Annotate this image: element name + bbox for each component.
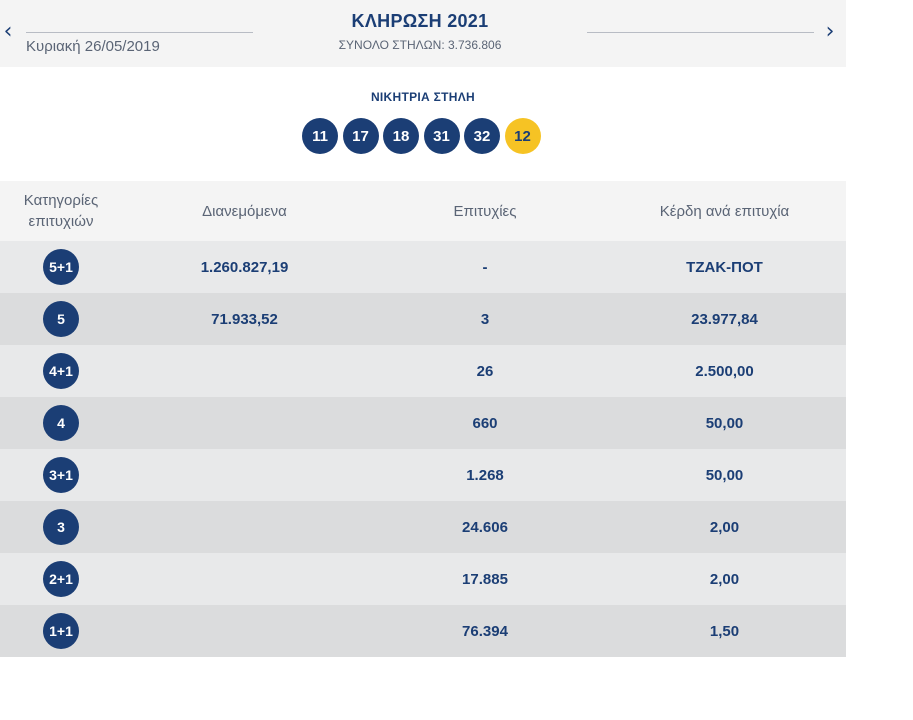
- category-cell: 2+1: [0, 553, 122, 605]
- chevron-left-icon[interactable]: ‹: [3, 19, 13, 44]
- category-badge: 4+1: [43, 353, 79, 389]
- prize-cell: ΤΖΑΚ-ΠΟΤ: [686, 258, 763, 276]
- header-divider-left: [26, 32, 253, 33]
- category-badge: 5+1: [43, 249, 79, 285]
- table-row: 5 71.933,52 3 23.977,84: [0, 293, 846, 345]
- winners-cell: 76.394: [462, 622, 508, 640]
- winners-cell: 17.885: [462, 570, 508, 588]
- table-row: 4+1 26 2.500,00: [0, 345, 846, 397]
- header-prize: Κέρδη ανά επιτυχία: [659, 202, 790, 220]
- prize-cell: 50,00: [705, 466, 744, 484]
- prize-cell: 1,50: [709, 622, 740, 640]
- header-distributed: Διανεμόμενα: [202, 202, 287, 220]
- table-row: 3+1 1.268 50,00: [0, 449, 846, 501]
- prize-cell: 23.977,84: [691, 310, 758, 328]
- category-cell: 3+1: [0, 449, 122, 501]
- draw-title: ΚΛΗΡΩΣΗ 2021: [351, 11, 489, 31]
- prize-cell: 50,00: [705, 414, 744, 432]
- category-badge: 1+1: [43, 613, 79, 649]
- total-columns: ΣΥΝΟΛΟ ΣΤΗΛΩΝ: 3.736.806: [338, 38, 502, 52]
- winners-cell: 26: [476, 362, 494, 380]
- table-row: 4 660 50,00: [0, 397, 846, 449]
- draw-date: Κυριακή 26/05/2019: [26, 38, 160, 55]
- distributed-cell: [122, 449, 367, 501]
- winning-ball: 18: [383, 118, 419, 154]
- draw-header: ‹ Κυριακή 26/05/2019 ΚΛΗΡΩΣΗ 2021 ΣΥΝΟΛΟ…: [0, 0, 846, 67]
- category-cell: 4: [0, 397, 122, 449]
- category-cell: 1+1: [0, 605, 122, 657]
- distributed-cell: 71.933,52: [211, 310, 278, 328]
- winners-cell: -: [482, 258, 488, 276]
- winners-cell: 660: [472, 414, 498, 432]
- category-cell: 5+1: [0, 241, 122, 293]
- table-row: 2+1 17.885 2,00: [0, 553, 846, 605]
- category-badge: 4: [43, 405, 79, 441]
- table-header: Κατηγορίες επιτυχιών Διανεμόμενα Επιτυχί…: [0, 181, 846, 241]
- prize-table: Κατηγορίες επιτυχιών Διανεμόμενα Επιτυχί…: [0, 181, 846, 657]
- distributed-cell: 1.260.827,19: [200, 258, 289, 276]
- winners-cell: 3: [480, 310, 490, 328]
- category-badge: 3+1: [43, 457, 79, 493]
- category-cell: 4+1: [0, 345, 122, 397]
- distributed-cell: [122, 605, 367, 657]
- distributed-cell: [122, 345, 367, 397]
- winning-ball: 17: [342, 118, 379, 154]
- category-badge: 3: [43, 509, 79, 545]
- table-row: 5+1 1.260.827,19 - ΤΖΑΚ-ΠΟΤ: [0, 241, 846, 293]
- winning-ball: 31: [423, 118, 460, 154]
- winners-cell: 24.606: [462, 518, 508, 536]
- header-divider-right: [587, 32, 814, 33]
- category-cell: 3: [0, 501, 122, 553]
- prize-cell: 2,00: [709, 570, 740, 588]
- category-badge: 2+1: [43, 561, 79, 597]
- joker-ball: 12: [504, 118, 541, 154]
- prize-cell: 2.500,00: [695, 362, 754, 380]
- table-row: 3 24.606 2,00: [0, 501, 846, 553]
- category-badge: 5: [43, 301, 79, 337]
- distributed-cell: [122, 553, 367, 605]
- winning-ball: 11: [302, 118, 338, 154]
- winning-line-label: ΝΙΚΗΤΡΙΑ ΣΤΗΛΗ: [370, 90, 476, 104]
- winning-numbers: 11 17 18 31 32 12: [302, 118, 541, 155]
- distributed-cell: [122, 501, 367, 553]
- header-winners: Επιτυχίες: [453, 202, 517, 220]
- winning-ball: 32: [464, 118, 500, 154]
- winners-cell: 1.268: [466, 466, 504, 484]
- category-cell: 5: [0, 293, 122, 345]
- table-row: 1+1 76.394 1,50: [0, 605, 846, 657]
- header-category: Κατηγορίες επιτυχιών: [23, 192, 99, 230]
- distributed-cell: [122, 397, 367, 449]
- chevron-right-icon[interactable]: ›: [825, 19, 835, 44]
- prize-cell: 2,00: [709, 518, 740, 536]
